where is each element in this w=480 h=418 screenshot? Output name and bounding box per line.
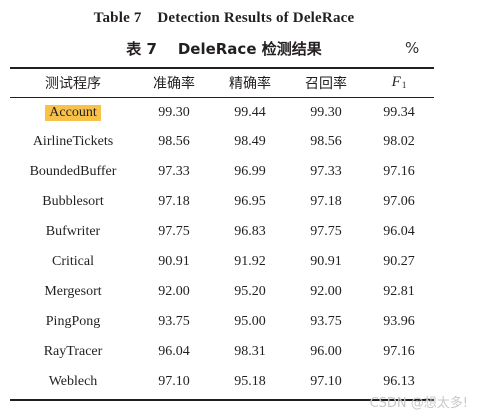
cell-recall: 90.91	[310, 254, 342, 269]
cell-recall: 93.75	[310, 314, 342, 329]
table-row: Bufwriter 97.75 96.83 97.75 96.04	[10, 217, 434, 247]
cell-program: Bubblesort	[42, 194, 104, 209]
table-row: RayTracer 96.04 98.31 96.00 97.16	[10, 337, 434, 367]
cell-recall: 99.30	[310, 105, 342, 120]
header-recall: 召回率	[305, 75, 347, 92]
cell-accuracy: 97.10	[158, 374, 190, 389]
cell-f1: 96.04	[383, 224, 415, 239]
cell-f1: 92.81	[383, 284, 415, 299]
cell-program: PingPong	[45, 314, 101, 329]
table-row: Account 99.30 99.44 99.30 99.34	[10, 97, 434, 127]
table-row: PingPong 93.75 95.00 93.75 93.96	[10, 307, 434, 337]
header-f1-letter: F	[391, 74, 401, 90]
cell-f1: 99.34	[383, 105, 415, 120]
cell-f1: 97.06	[383, 194, 415, 209]
cell-accuracy: 97.75	[158, 224, 190, 239]
results-table: 测试程序 准确率 精确率 召回率 F1 Account 99.30 99.44 99.…	[10, 68, 434, 397]
header-precision: 精确率	[229, 75, 271, 92]
table-row: Mergesort 92.00 95.20 92.00 92.81	[10, 277, 434, 307]
cell-recall: 96.00	[310, 344, 342, 359]
cell-precision: 96.99	[234, 164, 266, 179]
header-rule	[10, 97, 434, 98]
header-accuracy: 准确率	[153, 75, 195, 92]
header-f1-subscript: 1	[401, 80, 407, 90]
cell-precision: 96.83	[234, 224, 266, 239]
table-row: AirlineTickets 98.56 98.49 98.56 98.02	[10, 127, 434, 157]
cell-recall: 92.00	[310, 284, 342, 299]
cell-accuracy: 90.91	[158, 254, 190, 269]
table-body: Account 99.30 99.44 99.30 99.34 AirlineTicket…	[10, 97, 434, 397]
table-caption-chinese: 表 7 DeleRace 检测结果	[126, 40, 322, 58]
watermark: CSDN @想太多!	[369, 396, 468, 411]
cell-f1: 98.02	[383, 134, 415, 149]
cell-precision: 91.92	[234, 254, 266, 269]
cell-program: RayTracer	[43, 344, 103, 359]
cell-program: Mergesort	[44, 284, 102, 299]
cell-recall: 97.18	[310, 194, 342, 209]
bottom-rule	[10, 399, 434, 401]
table-row: Weblech 97.10 95.18 97.10 96.13	[10, 367, 434, 397]
cell-recall: 97.33	[310, 164, 342, 179]
cell-recall: 98.56	[310, 134, 342, 149]
header-program: 测试程序	[45, 75, 101, 92]
cell-program: Weblech	[48, 374, 98, 389]
cell-accuracy: 92.00	[158, 284, 190, 299]
table-row: Critical 90.91 91.92 90.91 90.27	[10, 247, 434, 277]
header-row: 测试程序 准确率 精确率 召回率 F1	[10, 68, 434, 97]
cell-f1: 97.16	[383, 344, 415, 359]
table-row: BoundedBuffer 97.33 96.99 97.33 97.16	[10, 157, 434, 187]
cell-accuracy: 93.75	[158, 314, 190, 329]
cell-precision: 95.18	[234, 374, 266, 389]
cell-f1: 96.13	[383, 374, 415, 389]
table-caption-english: Table 7 Detection Results of DeleRace	[93, 10, 355, 26]
cell-precision: 98.31	[234, 344, 266, 359]
cell-accuracy: 97.33	[158, 164, 190, 179]
cell-precision: 99.44	[234, 105, 266, 120]
cell-program: Account	[10, 97, 136, 127]
cell-accuracy: 99.30	[158, 105, 190, 120]
cell-program: Bufwriter	[45, 224, 101, 239]
header-f1: F1	[364, 68, 434, 97]
cell-f1: 93.96	[383, 314, 415, 329]
cell-f1: 97.16	[383, 164, 415, 179]
cell-precision: 96.95	[234, 194, 266, 209]
cell-recall: 97.10	[310, 374, 342, 389]
cell-accuracy: 98.56	[158, 134, 190, 149]
cell-program: Critical	[52, 254, 94, 269]
cell-precision: 95.00	[234, 314, 266, 329]
cell-f1: 90.27	[383, 254, 415, 269]
cell-program: AirlineTickets	[32, 134, 114, 149]
cell-recall: 97.75	[310, 224, 342, 239]
table-row: Bubblesort 97.18 96.95 97.18 97.06	[10, 187, 434, 217]
cell-program: BoundedBuffer	[29, 164, 117, 179]
top-rule	[10, 67, 434, 69]
cell-accuracy: 96.04	[158, 344, 190, 359]
cell-accuracy: 97.18	[158, 194, 190, 209]
cell-precision: 98.49	[234, 134, 266, 149]
unit-label: %	[405, 39, 420, 57]
cell-precision: 95.20	[234, 284, 266, 299]
highlighted-program-name: Account	[45, 105, 101, 121]
